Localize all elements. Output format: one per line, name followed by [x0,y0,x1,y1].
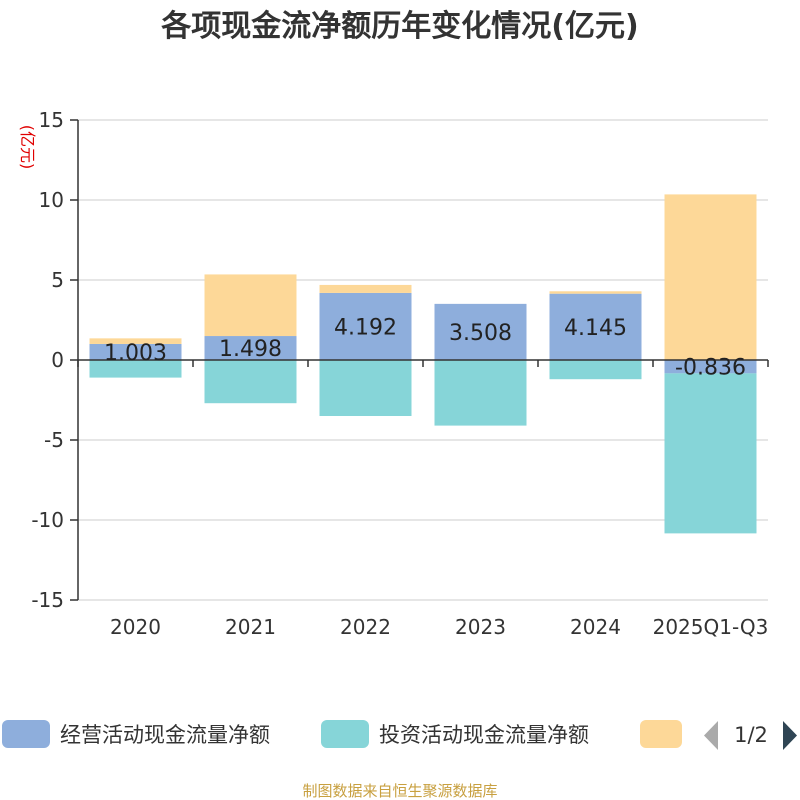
y-tick-label: 0 [51,348,64,372]
bar-financing-2024 [549,291,642,294]
bar-operating-2021 [204,336,297,360]
legend-label-operating[interactable]: 经营活动现金流量净额 [60,723,270,747]
legend-swatch-investing[interactable] [321,720,369,748]
x-tick-label: 2022 [340,615,391,639]
x-tick-label: 2021 [225,615,276,639]
bar-investing-2025Q1-Q3 [664,373,757,534]
chart-title: 各项现金流净额历年变化情况(亿元) [160,9,638,44]
x-tick-label: 2025Q1-Q3 [653,615,769,639]
bar-operating-2023 [434,303,527,360]
bar-financing-2022 [319,284,412,293]
data-label: 1.498 [219,337,282,362]
bar-financing-2021 [204,274,297,337]
y-tick-label: 5 [51,268,64,292]
y-tick-label: 10 [39,188,64,212]
bar-operating-2022 [319,292,412,360]
x-tick-label: 2023 [455,615,506,639]
legend-prev-arrow-icon[interactable] [704,721,718,750]
bars [89,194,757,534]
data-label: 4.145 [564,316,627,341]
bar-operating-2025Q1-Q3 [664,360,757,374]
bar-financing-2020 [89,338,182,344]
y-axis-unit: (亿元) [18,125,37,170]
legend: 经营活动现金流量净额 投资活动现金流量净额 1/2 [2,720,797,750]
bar-investing-2020 [89,360,182,378]
bar-operating-2024 [549,293,642,360]
data-label: 3.508 [449,321,512,346]
legend-page-indicator: 1/2 [734,723,768,747]
data-label: 4.192 [334,315,397,340]
x-tick-label: 2024 [570,615,621,639]
y-tick-label: -5 [44,428,64,452]
legend-label-investing[interactable]: 投资活动现金流量净额 [379,723,589,747]
bar-investing-2022 [319,360,412,416]
legend-next-arrow-icon[interactable] [783,721,797,750]
axes: 15 10 5 0 -5 -10 -15 2020 2021 2022 2023 2024 2025Q1… [31,108,769,639]
grid [78,119,768,601]
bar-investing-2024 [549,360,642,380]
data-label: -0.836 [675,356,746,381]
y-tick-label: -10 [31,508,64,532]
data-label: 1.003 [104,341,167,366]
data-labels: 1.003 1.498 4.192 3.508 4.145 -0.836 [104,315,746,380]
legend-swatch-operating[interactable] [2,720,50,748]
bar-operating-2020 [89,343,182,360]
bar-investing-2021 [204,360,297,404]
legend-swatch-financing[interactable] [640,720,682,748]
y-tick-label: 15 [39,108,64,132]
bar-investing-2023 [434,360,527,426]
bar-financing-2025Q1-Q3 [664,194,757,360]
y-tick-label: -15 [31,588,64,612]
source-note: 制图数据来自恒生聚源数据库 [302,782,497,800]
x-tick-label: 2020 [110,615,161,639]
